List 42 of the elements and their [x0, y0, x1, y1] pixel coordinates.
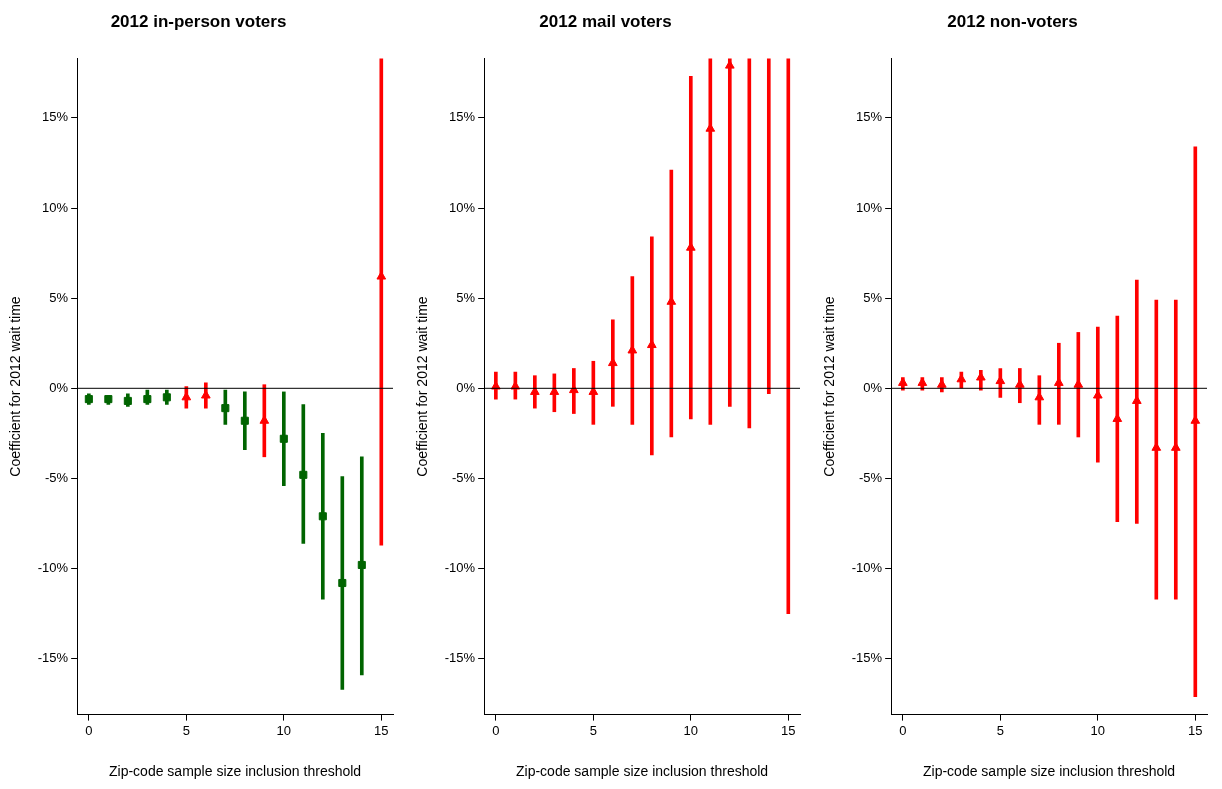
x-tick-label: 5	[589, 722, 597, 738]
y-tick-label: 15%	[42, 109, 69, 125]
x-tick-label: 10	[276, 722, 292, 738]
x-tick-label: 10	[683, 722, 699, 738]
x-tick-label: 15	[374, 722, 389, 738]
x-tick-label: 5	[996, 722, 1004, 738]
x-axis-title: Zip-code sample size inclusion threshold	[923, 763, 1176, 780]
y-tick-label: 0%	[456, 379, 476, 395]
y-tick-label: -15%	[444, 650, 476, 666]
y-tick-label: -5%	[859, 470, 883, 486]
y-tick-label: 10%	[42, 199, 69, 215]
x-tick-label: 15	[781, 722, 796, 738]
x-tick-label: 15	[1188, 722, 1203, 738]
x-tick-label: 0	[492, 722, 500, 738]
y-tick-label: -10%	[851, 560, 883, 576]
y-tick-label: -10%	[444, 560, 476, 576]
y-axis-title: Coefficient for 2012 wait time	[414, 296, 431, 477]
y-tick-label: 0%	[49, 379, 69, 395]
y-tick-label: 15%	[856, 109, 883, 125]
y-tick-label: -10%	[37, 560, 69, 576]
y-tick-label: -5%	[45, 470, 69, 486]
x-tick-label: 10	[1090, 722, 1106, 738]
chart-title: 2012 mail voters	[539, 11, 672, 31]
y-tick-label: -15%	[37, 650, 69, 666]
y-tick-label: 10%	[449, 199, 476, 215]
x-tick-label: 0	[899, 722, 907, 738]
y-tick-label: 5%	[863, 289, 883, 305]
y-axis-title: Coefficient for 2012 wait time	[821, 296, 838, 477]
chart-title: 2012 in-person voters	[110, 11, 287, 31]
y-tick-label: -15%	[851, 650, 883, 666]
x-axis-title: Zip-code sample size inclusion threshold	[109, 763, 362, 780]
x-tick-label: 5	[182, 722, 190, 738]
y-tick-label: 5%	[456, 289, 476, 305]
x-tick-label: 0	[85, 722, 93, 738]
y-tick-label: 5%	[49, 289, 69, 305]
y-tick-label: 15%	[449, 109, 476, 125]
y-tick-label: -5%	[452, 470, 476, 486]
y-axis-title: Coefficient for 2012 wait time	[7, 296, 24, 477]
y-tick-label: 10%	[856, 199, 883, 215]
y-tick-label: 0%	[863, 379, 883, 395]
chart-title: 2012 non-voters	[947, 11, 1078, 31]
x-axis-title: Zip-code sample size inclusion threshold	[516, 763, 769, 780]
